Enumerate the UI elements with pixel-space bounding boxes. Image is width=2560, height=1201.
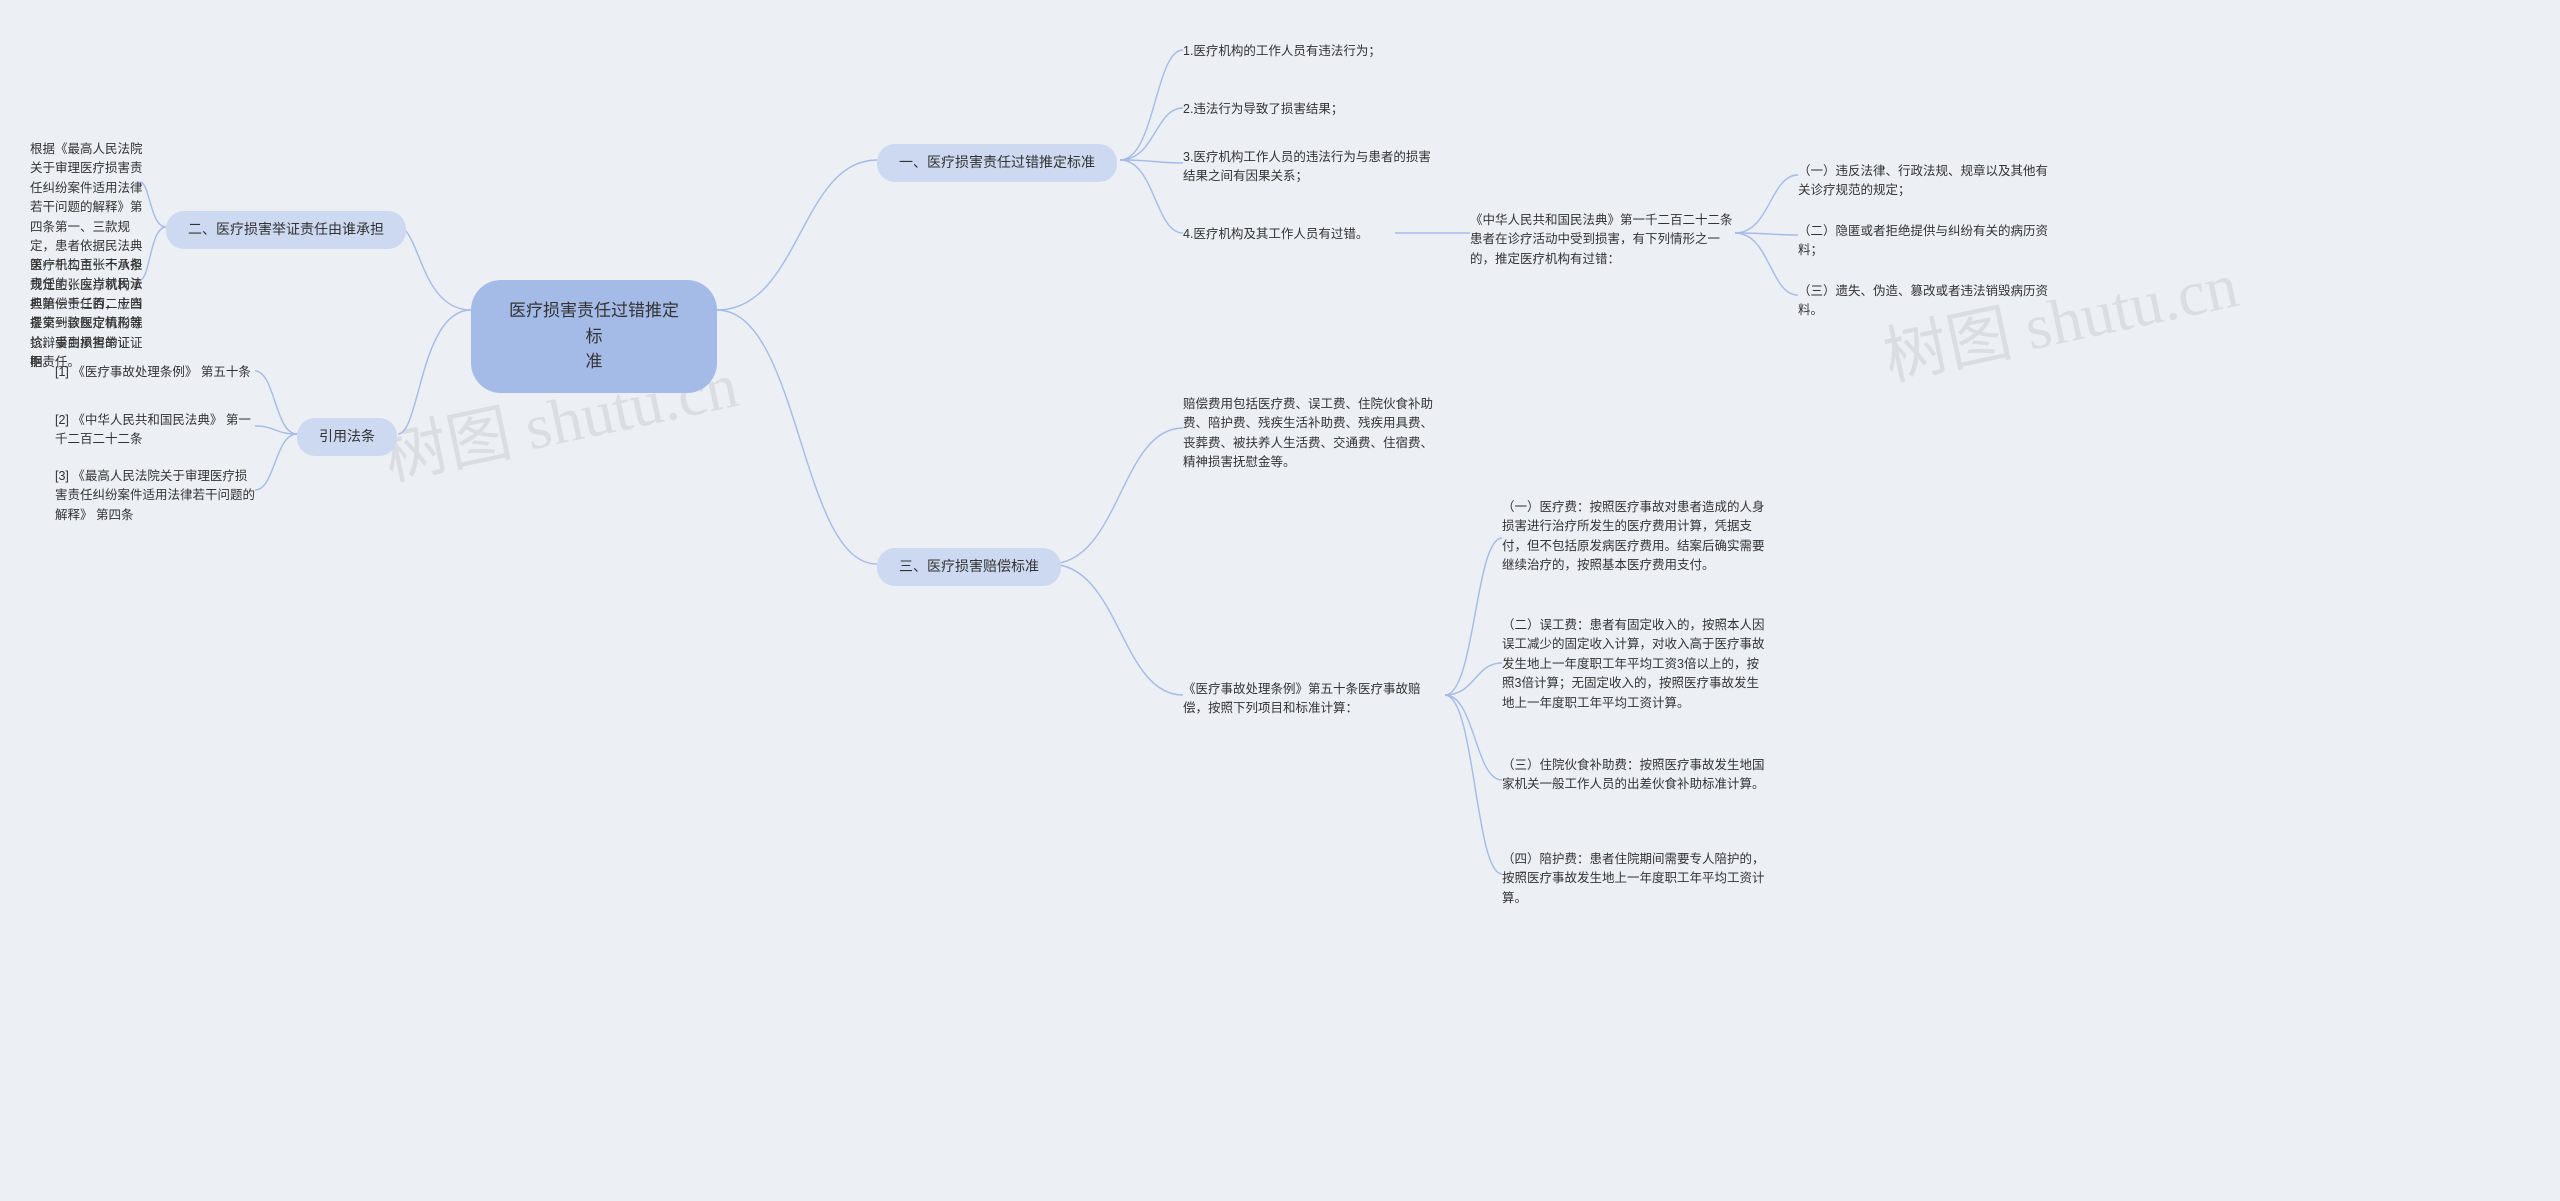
root-label: 医疗损害责任过错推定标准 [509,301,679,371]
branch-3-child-2: 《医疗事故处理条例》第五十条医疗事故赔偿，按照下列项目和标准计算： [1183,680,1443,719]
branch-2-child-2: 医疗机构主张不承担责任的，应当就民法典第一千二百二十四条第一款规定情形等抗辩事由… [0,256,143,372]
branch-4-child-3-text: [3] 《最高人民法院关于审理医疗损害责任纠纷案件适用法律若干问题的解释》 第四… [55,469,255,522]
connector [1120,160,1183,233]
branch-3-child-1: 赔偿费用包括医疗费、误工费、住院伙食补助费、陪护费、残疾生活补助费、残疾用具费、… [1183,395,1443,473]
connector [1735,175,1798,233]
branch-1-child-1: 1.医疗机构的工作人员有违法行为； [1183,42,1381,61]
connector [1445,538,1502,695]
connector [717,160,877,310]
connector [717,310,877,564]
connector [1120,160,1183,163]
branch-4-child-2-text: [2] 《中华人民共和国民法典》 第一千二百二十二条 [55,413,251,446]
branch-1-child-4-leaf-1: （一）违反法律、行政法规、规章以及其他有关诊疗规范的规定； [1798,162,2053,201]
branch-3-child-2-leaf-3: （三）住院伙食补助费：按照医疗事故发生地国家机关一般工作人员的出差伙食补助标准计… [1502,756,1767,795]
branch-1[interactable]: 一、医疗损害责任过错推定标准 [877,144,1117,182]
connector [140,227,166,280]
branch-4-child-3: [3] 《最高人民法院关于审理医疗损害责任纠纷案件适用法律若干问题的解释》 第四… [0,467,255,525]
branch-3-child-2-leaf-1: （一）医疗费：按照医疗事故对患者造成的人身损害进行治疗所发生的医疗费用计算，凭据… [1502,498,1767,576]
branch-1-child-4-leaf-3: （三）遗失、伪造、篡改或者违法销毁病历资料。 [1798,282,2068,321]
branch-4-child-1: [1] 《医疗事故处理条例》 第五十条 [0,363,251,382]
branch-1-child-2: 2.违法行为导致了损害结果； [1183,100,1343,119]
branch-4[interactable]: 引用法条 [297,418,397,456]
branch-3-child-2-leaf-4: （四）陪护费：患者住院期间需要专人陪护的，按照医疗事故发生地上一年度职工年平均工… [1502,850,1767,908]
connector [255,426,297,434]
branch-2[interactable]: 二、医疗损害举证责任由谁承担 [166,211,406,249]
connector [255,434,297,490]
root-node[interactable]: 医疗损害责任过错推定标准 [471,280,717,393]
branch-1-child-4: 4.医疗机构及其工作人员有过错。 [1183,225,1368,244]
branch-1-child-4-leaf-2: （二）隐匿或者拒绝提供与纠纷有关的病历资料； [1798,222,2068,261]
branch-1-child-4-mid: 《中华人民共和国民法典》第一千二百二十二条患者在诊疗活动中受到损害，有下列情形之… [1470,211,1735,269]
branch-2-child-2-text: 医疗机构主张不承担责任的，应当就民法典第一千二百二十四条第一款规定情形等抗辩事由… [30,258,143,369]
branch-3-child-2-leaf-2: （二）误工费：患者有固定收入的，按照本人因误工减少的固定收入计算，对收入高于医疗… [1502,616,1767,713]
branch-4-child-2: [2] 《中华人民共和国民法典》 第一千二百二十二条 [0,411,255,450]
connector [1050,428,1183,564]
branch-4-child-1-text: [1] 《医疗事故处理条例》 第五十条 [55,365,251,379]
connector [398,227,471,310]
connector [1445,695,1502,780]
connector [1445,695,1502,874]
connector [398,310,471,434]
connector [1445,663,1502,695]
connector [1735,233,1798,295]
connector [255,371,297,434]
connector [140,182,166,227]
connector [1120,108,1183,160]
connector [1735,233,1798,235]
branch-1-child-3: 3.医疗机构工作人员的违法行为与患者的损害结果之间有因果关系； [1183,148,1438,187]
connector [1120,50,1183,160]
branch-3[interactable]: 三、医疗损害赔偿标准 [877,548,1061,586]
connector [1050,564,1183,695]
